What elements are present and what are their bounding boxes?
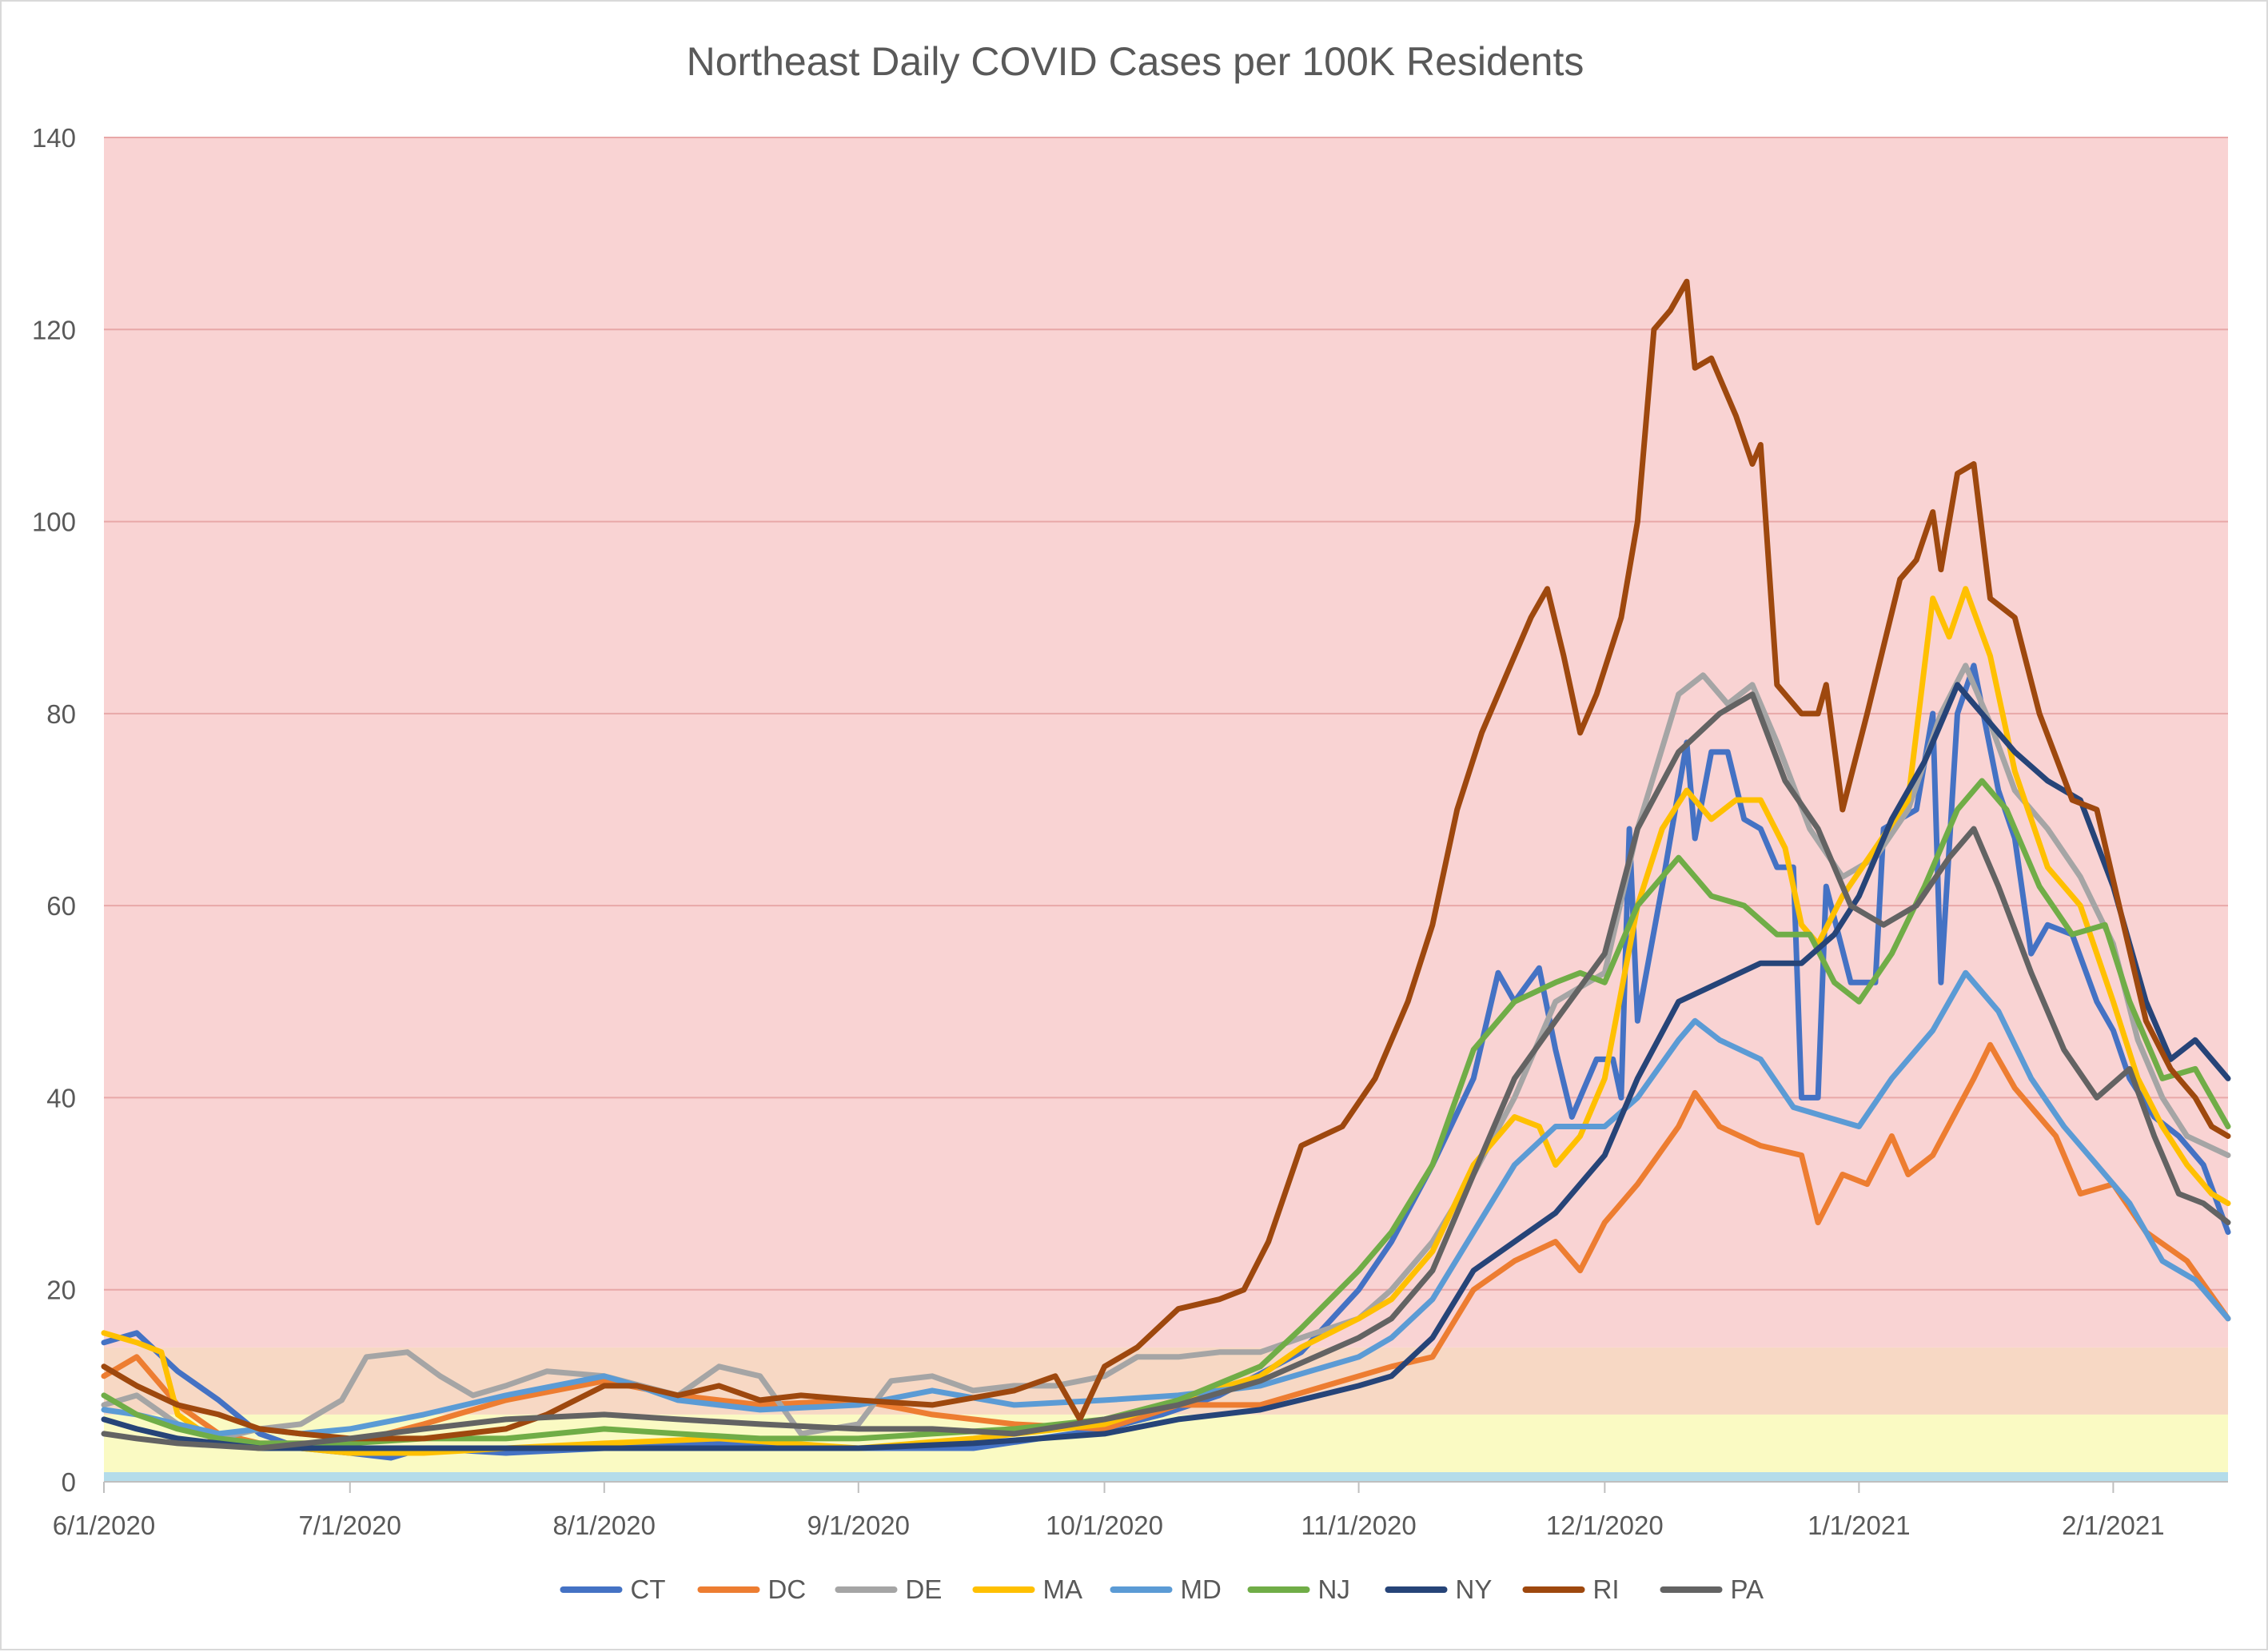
legend-label-de: DE xyxy=(906,1574,943,1604)
legend-label-ct: CT xyxy=(631,1574,666,1604)
legend-label-dc: DC xyxy=(768,1574,807,1604)
y-tick-label: 140 xyxy=(32,123,76,153)
x-tick-label: 10/1/2020 xyxy=(1046,1511,1163,1540)
gridlines xyxy=(104,137,2228,1291)
x-tick-label: 2/1/2021 xyxy=(2062,1511,2164,1540)
y-tick-label: 100 xyxy=(32,508,76,537)
series-line-ny xyxy=(101,682,2231,1451)
risk-band-0 xyxy=(104,1471,2228,1482)
series-line-nj xyxy=(101,778,2231,1447)
x-tick-label: 6/1/2020 xyxy=(53,1511,155,1540)
legend-label-nj: NJ xyxy=(1318,1574,1350,1604)
x-tick-label: 12/1/2020 xyxy=(1546,1511,1664,1540)
y-tick-label: 20 xyxy=(46,1276,76,1305)
x-tick-label: 11/1/2020 xyxy=(1301,1511,1416,1540)
axes: 0 20 40 60 80 100 120 140 6/1/2020 7/1/2020 8/1/20… xyxy=(32,123,2228,1540)
series-line-pa xyxy=(101,691,2231,1451)
x-tick-label: 8/1/2020 xyxy=(553,1511,656,1540)
y-tick-label: 0 xyxy=(62,1467,76,1497)
legend-label-pa: PA xyxy=(1731,1574,1764,1604)
risk-band-3 xyxy=(104,137,2228,1347)
x-tick-label: 9/1/2020 xyxy=(807,1511,910,1540)
legend-label-ny: NY xyxy=(1456,1574,1493,1604)
series-line-md xyxy=(101,969,2231,1437)
series-lines xyxy=(101,278,2231,1461)
risk-bands xyxy=(104,137,2228,1482)
legend: CT DC DE MA MD NJ NY RI PA xyxy=(560,1574,1764,1604)
legend-label-ma: MA xyxy=(1043,1574,1083,1604)
chart-title: Northeast Daily COVID Cases per 100K Res… xyxy=(687,39,1584,84)
series-line-dc xyxy=(101,1041,2231,1447)
y-tick-label: 60 xyxy=(46,891,76,921)
y-tick-label: 80 xyxy=(46,699,76,729)
x-tick-label: 1/1/2021 xyxy=(1808,1511,1910,1540)
x-tick-label: 7/1/2020 xyxy=(299,1511,401,1540)
legend-label-md: MD xyxy=(1181,1574,1222,1604)
y-tick-label: 40 xyxy=(46,1083,76,1113)
series-line-ri xyxy=(101,278,2231,1442)
y-tick-label: 120 xyxy=(32,315,76,344)
legend-label-ri: RI xyxy=(1593,1574,1620,1604)
